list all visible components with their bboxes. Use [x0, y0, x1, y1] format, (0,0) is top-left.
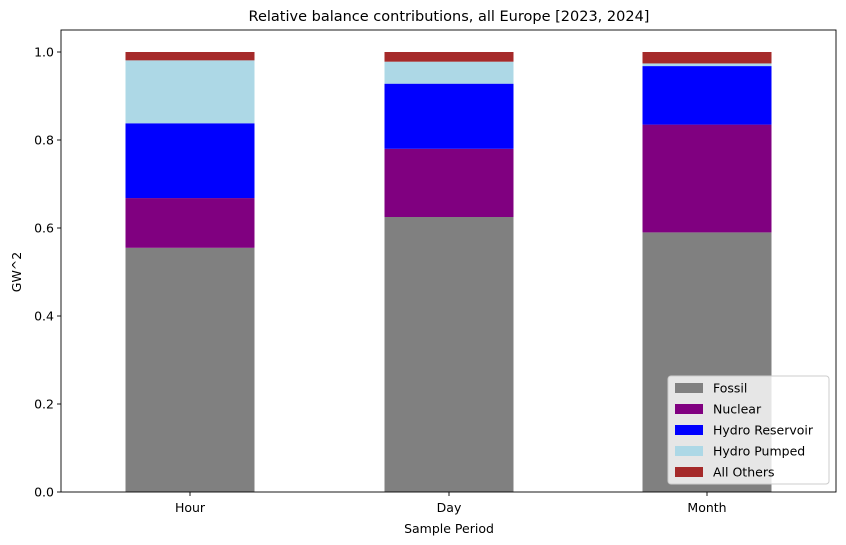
bar-segment-day-nuclear: [384, 148, 514, 217]
bar-segment-day-fossil: [384, 217, 514, 492]
legend-swatch: [675, 425, 703, 435]
bar-segment-day-hydro-pumped: [384, 61, 514, 84]
legend-swatch: [675, 383, 703, 393]
bar-segment-month-hydro-pumped: [642, 63, 772, 67]
axes-group: 0.0 0.2 0.4 0.6 0.8 1.0 Hour Day Month: [34, 29, 837, 515]
x-axis-label: Sample Period: [404, 521, 494, 536]
bar-segment-month-nuclear: [642, 124, 772, 233]
y-tick-label: 1.0: [34, 45, 54, 60]
legend-label: Fossil: [713, 381, 747, 396]
bar-segment-hour-hydro-reservoir: [125, 123, 255, 199]
y-tick-label: 0.6: [34, 221, 54, 236]
bar-segment-hour-fossil: [125, 247, 255, 492]
bar-segment-hour-hydro-pumped: [125, 60, 255, 124]
x-tick-label: Day: [437, 500, 462, 515]
plot-frame: [60, 29, 837, 493]
legend-label: Hydro Reservoir: [713, 423, 814, 438]
x-tick-label: Hour: [175, 500, 206, 515]
y-tick-label: 0.4: [34, 309, 54, 324]
legend-swatch: [675, 404, 703, 414]
bar-segment-day-hydro-reservoir: [384, 83, 514, 149]
y-tick-label: 0.8: [34, 133, 54, 148]
y-tick-label: 0.2: [34, 397, 54, 412]
bar-segment-month-hydro-reservoir: [642, 66, 772, 125]
bar-segment-hour-nuclear: [125, 198, 255, 248]
legend: Fossil Nuclear Hydro Reservoir Hydro Pumped…: [667, 375, 830, 485]
legend-swatch: [675, 467, 703, 477]
x-tick-label: Month: [687, 500, 726, 515]
legend-swatch: [675, 446, 703, 456]
chart-title: Relative balance contributions, all Euro…: [249, 9, 650, 25]
legend-label: Hydro Pumped: [713, 444, 805, 459]
bar-segment-month-all-others: [642, 52, 772, 64]
bar-segment-hour-all-others: [125, 52, 255, 61]
legend-label: All Others: [713, 465, 774, 480]
y-tick-label: 0.0: [34, 485, 54, 500]
legend-label: Nuclear: [713, 402, 762, 417]
legend-box: [667, 375, 830, 485]
bar-segment-day-all-others: [384, 52, 514, 62]
y-axis-label: GW^2: [9, 252, 24, 292]
